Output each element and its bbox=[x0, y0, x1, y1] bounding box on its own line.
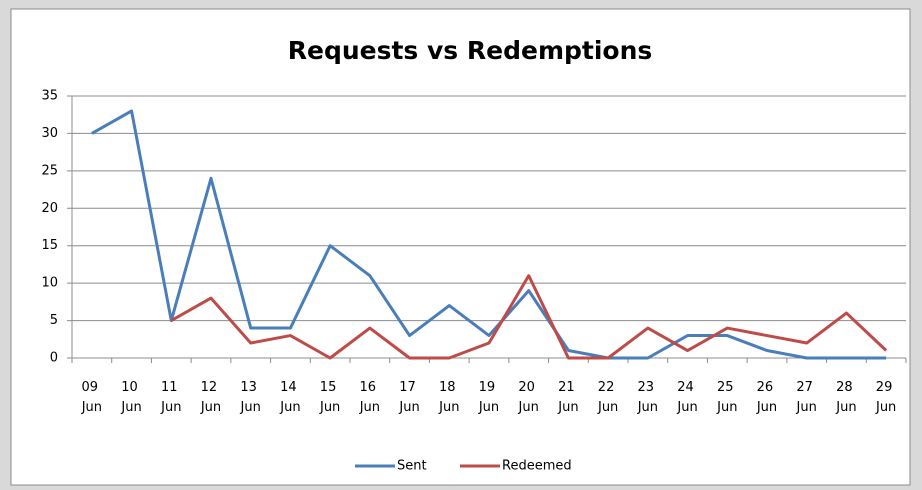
y-tick-label: 10 bbox=[41, 276, 58, 291]
x-tick-label: 14 Jun bbox=[279, 380, 301, 415]
x-tick-label: 26 Jun bbox=[756, 380, 778, 415]
y-tick-label: 0 bbox=[50, 351, 58, 366]
x-tick-label: 16 Jun bbox=[359, 380, 381, 415]
x-tick-label: 12 Jun bbox=[200, 380, 222, 415]
x-tick-label: 15 Jun bbox=[319, 380, 341, 415]
x-tick-label: 25 Jun bbox=[716, 380, 738, 415]
x-tick-label: 20 Jun bbox=[518, 380, 540, 415]
y-tick-label: 5 bbox=[50, 313, 58, 328]
y-tick-label: 20 bbox=[41, 201, 58, 216]
legend-label: Redeemed bbox=[502, 459, 572, 474]
x-tick-label: 22 Jun bbox=[597, 380, 619, 415]
x-tick-label: 11 Jun bbox=[160, 380, 182, 415]
y-tick-label: 15 bbox=[41, 238, 58, 253]
x-tick-label: 28 Jun bbox=[835, 380, 857, 415]
x-tick-label: 18 Jun bbox=[438, 380, 460, 415]
x-tick-label: 13 Jun bbox=[240, 380, 262, 415]
x-tick-label: 19 Jun bbox=[478, 380, 500, 415]
series-line bbox=[91, 109, 887, 360]
x-tick-label: 10 Jun bbox=[120, 380, 142, 415]
series-line bbox=[170, 274, 888, 360]
x-tick-label: 27 Jun bbox=[796, 380, 818, 415]
chart-panel bbox=[10, 8, 911, 486]
x-tick-label: 29 Jun bbox=[875, 380, 897, 415]
legend-label: Sent bbox=[397, 459, 427, 474]
x-tick-label: 17 Jun bbox=[398, 380, 420, 415]
x-tick-label: 23 Jun bbox=[637, 380, 659, 415]
x-tick-label: 24 Jun bbox=[676, 380, 698, 415]
chart-title: Requests vs Redemptions bbox=[288, 36, 653, 65]
y-tick-label: 30 bbox=[41, 126, 58, 141]
x-tick-label: 09 Jun bbox=[81, 380, 103, 415]
x-tick-label: 21 Jun bbox=[557, 380, 579, 415]
y-tick-label: 35 bbox=[41, 89, 58, 104]
y-tick-label: 25 bbox=[41, 163, 58, 178]
